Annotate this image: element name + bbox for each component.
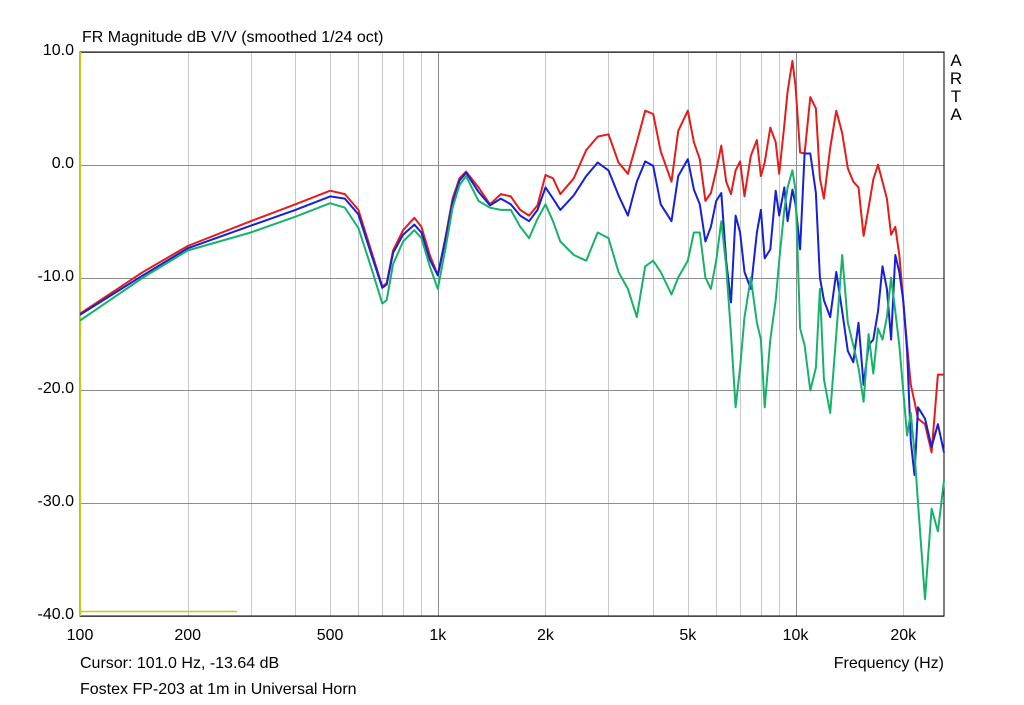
arta-letter: A (950, 105, 962, 124)
arta-letter: T (950, 87, 962, 106)
arta-letter: A (950, 51, 962, 70)
x-tick-label: 20k (890, 627, 917, 644)
y-tick-label: -30.0 (37, 493, 74, 511)
chart-caption: Fostex FP-203 at 1m in Universal Horn (80, 681, 357, 698)
series-line-1 (79, 60, 944, 454)
plot-frame (79, 51, 945, 617)
x-tick-label: 2k (537, 627, 554, 644)
x-tick-label: 200 (174, 627, 202, 644)
y-tick-label: -20.0 (37, 380, 74, 398)
x-tick-label: 500 (316, 627, 344, 644)
y-tick-label: -40.0 (37, 606, 74, 623)
x-tick-label: 5k (679, 627, 697, 644)
x-axis-label: Frequency (Hz) (833, 655, 944, 672)
series-line-3 (79, 169, 945, 601)
y-tick-label: 10.0 (42, 42, 74, 59)
y-tick-label: 0.0 (51, 154, 74, 172)
x-tick-label: 100 (66, 627, 94, 644)
series-layer (79, 60, 945, 613)
series-line-2 (79, 152, 945, 476)
x-tick-label: 10k (782, 627, 809, 644)
x-tick-label: 1k (429, 627, 447, 644)
grid (80, 52, 944, 617)
cursor-readout: Cursor: 101.0 Hz, -13.64 dB (80, 655, 280, 672)
y-tick-label: -10.0 (37, 267, 74, 285)
chart-title: FR Magnitude dB V/V (smoothed 1/24 oct) (82, 29, 384, 46)
arta-letter: R (949, 69, 963, 88)
